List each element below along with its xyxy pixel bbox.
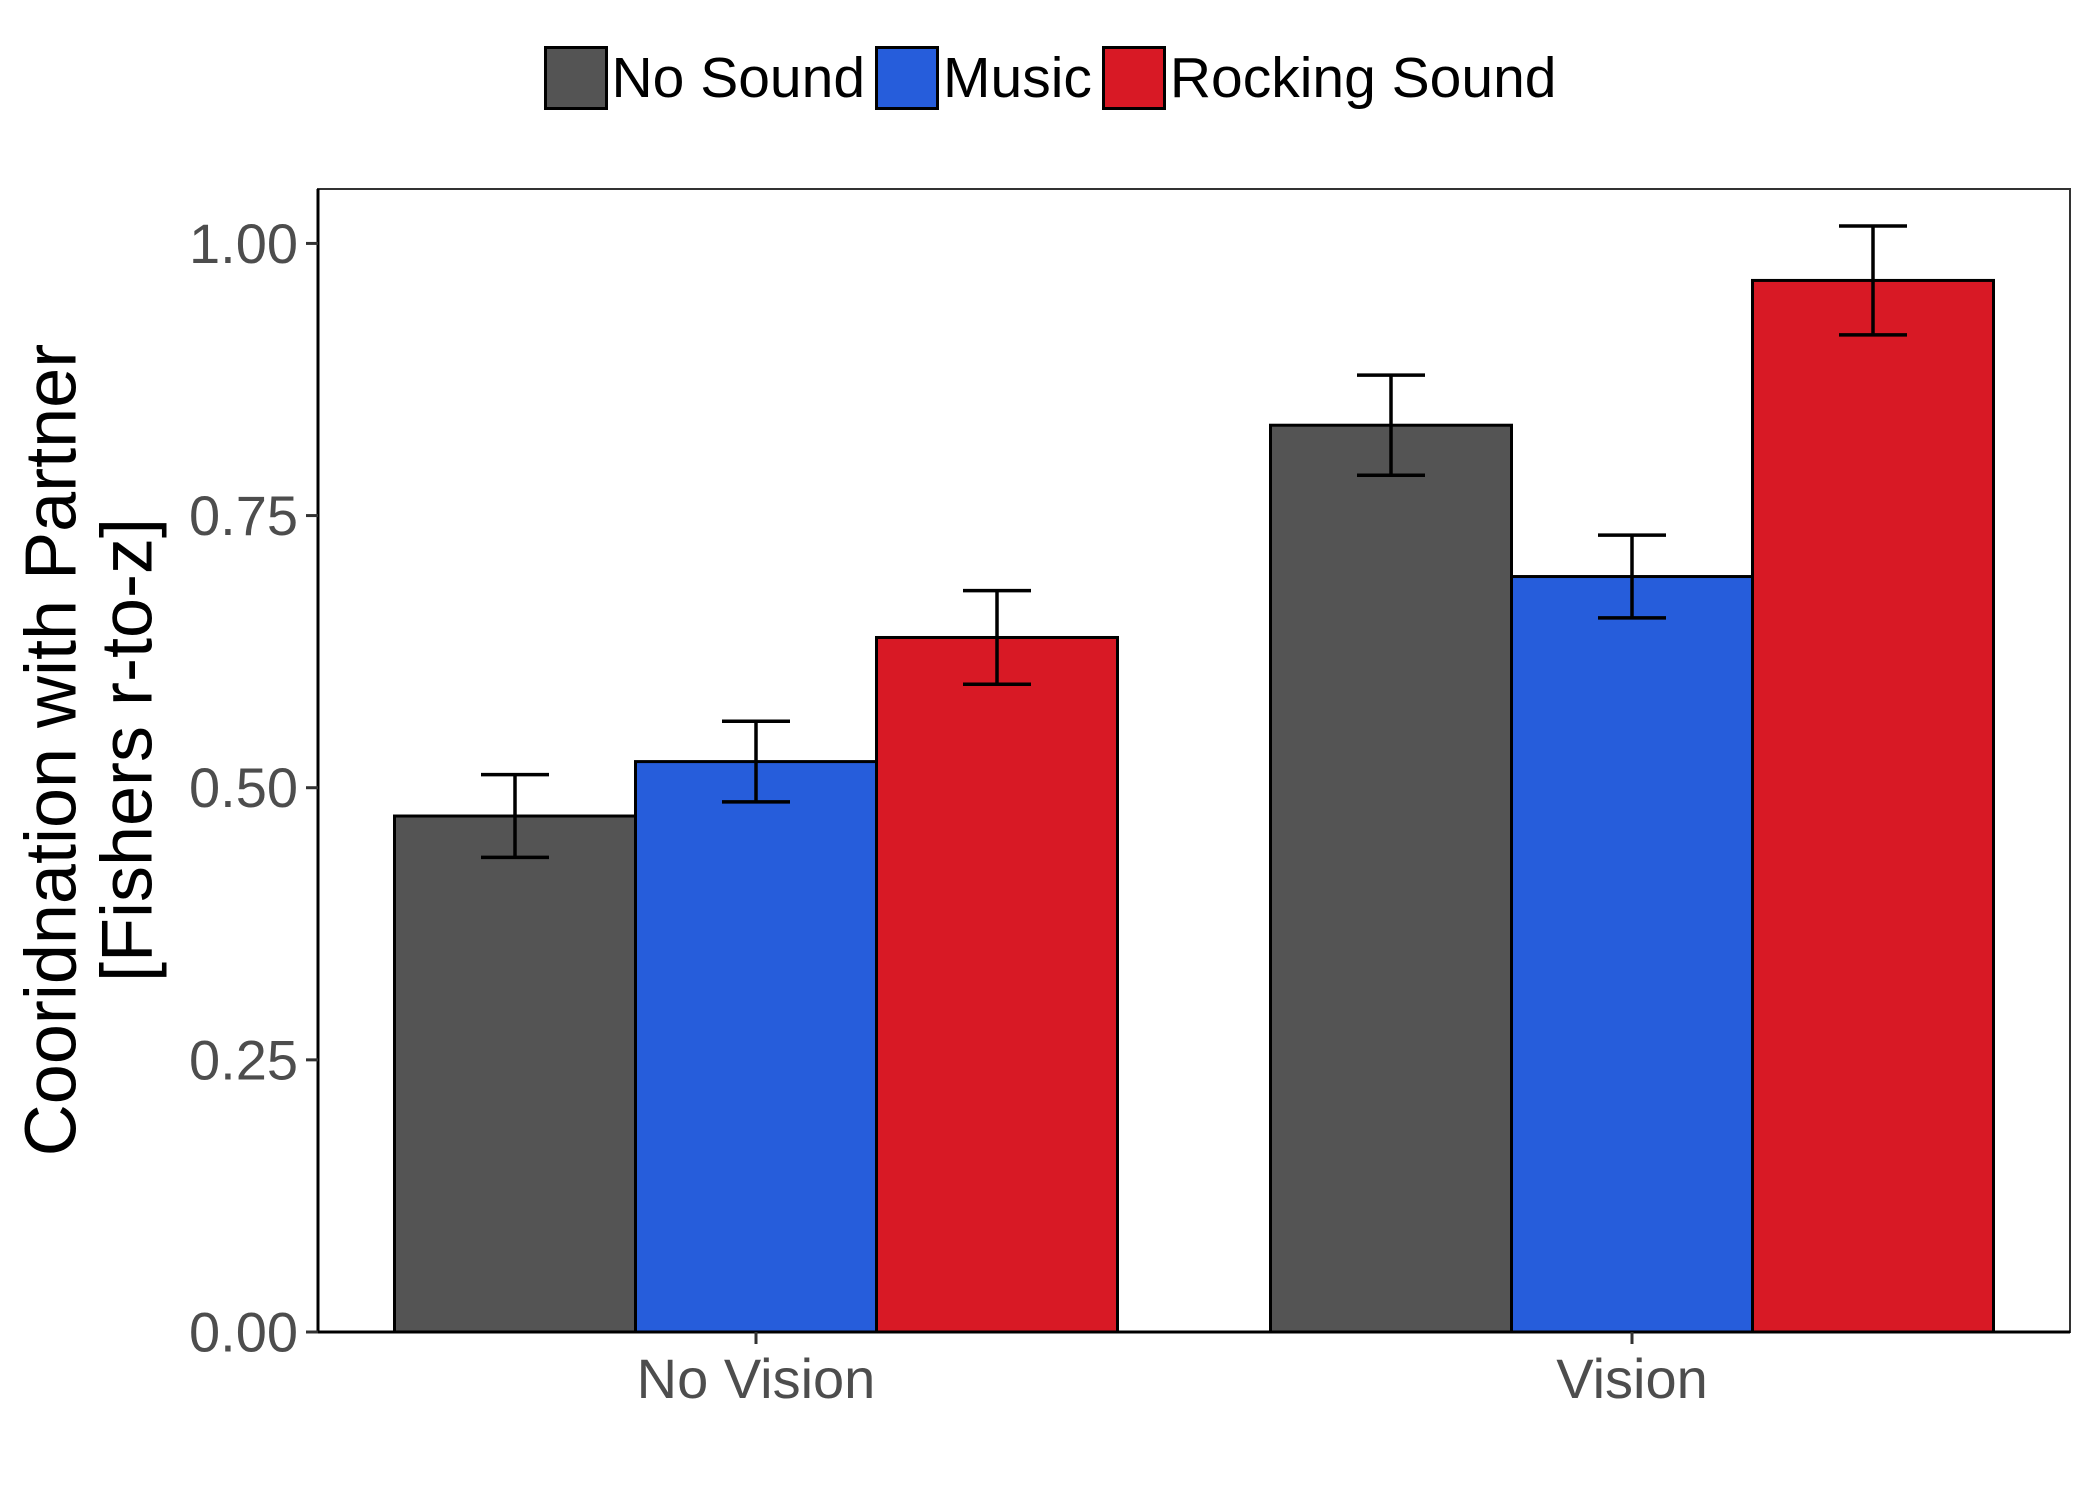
bar-rocking-sound-no-vision [875, 635, 1119, 1334]
legend-item-rocking-sound: Rocking Sound [1101, 45, 1557, 111]
bar-rocking-sound-vision [1751, 278, 1995, 1334]
legend-label-no-sound: No Sound [611, 46, 866, 110]
legend-item-no-sound: No Sound [543, 45, 866, 111]
error-bar-rocking-sound-no-vision [963, 588, 1031, 687]
y-tick-label-3: 0.75 [189, 484, 298, 547]
y-tick-label-0: 0.00 [189, 1301, 298, 1364]
error-bar-rocking-sound-vision [1839, 224, 1907, 337]
bar-no-sound-vision [1269, 423, 1513, 1334]
error-bar-music-no-vision [722, 719, 790, 804]
bar-music-vision [1510, 575, 1754, 1334]
x-tick-label-1: Vision [1556, 1347, 1708, 1410]
legend-item-music: Music [875, 45, 1092, 111]
bar-no-sound-no-vision [393, 814, 637, 1334]
legend-swatch-rocking-sound [1101, 46, 1166, 110]
legend: No Sound Music Rocking Sound [0, 45, 2100, 111]
x-tick-label-0: No Vision [637, 1347, 876, 1410]
legend-label-rocking-sound: Rocking Sound [1169, 46, 1557, 110]
bar-music-no-vision [634, 760, 878, 1334]
legend-swatch-no-sound [543, 46, 608, 110]
error-bar-no-sound-vision [1357, 373, 1425, 478]
error-bar-no-sound-no-vision [481, 772, 549, 860]
y-tick-label-2: 0.50 [189, 756, 298, 819]
error-bar-music-vision [1598, 533, 1666, 620]
y-tick-label-4: 1.00 [189, 212, 298, 275]
legend-swatch-music [875, 46, 940, 110]
legend-label-music: Music [943, 46, 1092, 110]
y-tick-label-1: 0.25 [189, 1028, 298, 1091]
